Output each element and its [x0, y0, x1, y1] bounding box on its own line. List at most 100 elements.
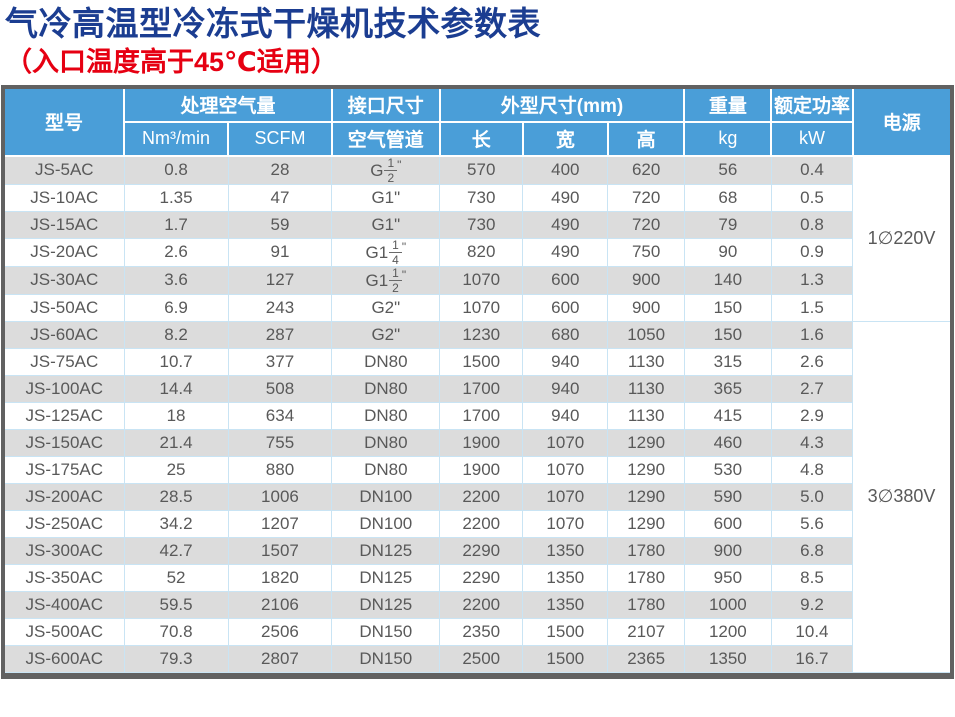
connection-cell: DN80 [331, 374, 441, 403]
weight-cell: 530 [683, 455, 772, 484]
col-header-width: 宽 [521, 120, 609, 157]
col-header-scfm: SCFM [227, 120, 333, 157]
table-row: JS-75AC 10.7 377 DN80 1500 940 1130 315 2.6 [5, 347, 950, 376]
model-cell: JS-250AC [5, 509, 125, 538]
height-cell: 1290 [607, 509, 685, 538]
model-cell: JS-20AC [5, 237, 125, 267]
model-cell: JS-300AC [5, 536, 125, 565]
height-cell: 2365 [607, 644, 685, 673]
airflow-nm3-cell: 8.2 [123, 320, 229, 349]
connection-cell: G2" [331, 320, 441, 349]
length-cell: 1500 [439, 347, 524, 376]
width-cell: 600 [522, 265, 609, 295]
weight-cell: 140 [683, 265, 772, 295]
rated-power-cell: 5.0 [770, 482, 853, 511]
table-row: JS-30AC 3.6 127 G1 1 2 " 1070 600 900 140 1.3 [5, 265, 950, 295]
connection-cell: DN125 [331, 590, 441, 619]
rated-power-cell: 0.8 [770, 210, 853, 239]
airflow-scfm-cell: 127 [227, 265, 333, 295]
length-cell: 820 [439, 237, 524, 267]
col-header-length: 长 [438, 120, 524, 157]
rated-power-cell: 5.6 [770, 509, 853, 538]
height-cell: 720 [607, 183, 685, 212]
col-header-height: 高 [606, 120, 686, 157]
width-cell: 400 [522, 155, 609, 185]
length-cell: 1900 [439, 455, 524, 484]
airflow-scfm-cell: 1507 [227, 536, 333, 565]
airflow-scfm-cell: 59 [227, 210, 333, 239]
airflow-scfm-cell: 2807 [227, 644, 333, 673]
airflow-scfm-cell: 1820 [227, 563, 333, 592]
model-cell: JS-50AC [5, 293, 125, 322]
table-row: JS-175AC 25 880 DN80 1900 1070 1290 530 4.8 [5, 455, 950, 484]
weight-cell: 315 [683, 347, 772, 376]
col-header-air-flow: 处理空气量 [123, 88, 333, 123]
airflow-nm3-cell: 52 [123, 563, 229, 592]
model-cell: JS-10AC [5, 183, 125, 212]
airflow-scfm-cell: 634 [227, 401, 333, 430]
width-cell: 940 [522, 401, 609, 430]
airflow-nm3-cell: 59.5 [123, 590, 229, 619]
weight-cell: 1200 [683, 617, 772, 646]
weight-cell: 150 [683, 293, 772, 322]
width-cell: 600 [522, 293, 609, 322]
airflow-nm3-cell: 0.8 [123, 155, 229, 185]
width-cell: 680 [522, 320, 609, 349]
weight-cell: 365 [683, 374, 772, 403]
rated-power-cell: 0.5 [770, 183, 853, 212]
airflow-scfm-cell: 28 [227, 155, 333, 185]
table-row: JS-400AC 59.5 2106 DN125 2200 1350 1780 1000 9.2 [5, 590, 950, 619]
page-title: 气冷高温型冷冻式干燥机技术参数表 [5, 5, 541, 42]
spec-table: 型号 处理空气量 接口尺寸 外型尺寸(mm) 重量 额定功率 电源 Nm³/mi… [5, 88, 950, 673]
length-cell: 570 [439, 155, 524, 185]
table-row: JS-350AC 52 1820 DN125 2290 1350 1780 950 8.5 [5, 563, 950, 592]
header-row-units: Nm³/min SCFM 空气管道 长 宽 高 kg kW [5, 120, 950, 157]
height-cell: 1050 [607, 320, 685, 349]
rated-power-cell: 1.6 [770, 320, 854, 349]
width-cell: 490 [522, 237, 609, 267]
weight-cell: 460 [683, 428, 772, 457]
width-cell: 490 [522, 183, 609, 212]
model-cell: JS-100AC [5, 374, 125, 403]
width-cell: 1350 [522, 563, 609, 592]
table-row: JS-125AC 18 634 DN80 1700 940 1130 415 2.9 [5, 401, 950, 430]
page-subtitle: （入口温度高于45℃适用） [5, 46, 338, 77]
rated-power-cell: 16.7 [770, 644, 853, 673]
power-supply-cell: 1∅220V [852, 155, 950, 322]
airflow-nm3-cell: 70.8 [123, 617, 229, 646]
airflow-scfm-cell: 243 [227, 293, 333, 322]
connection-cell: DN100 [331, 482, 441, 511]
header-row-groups: 型号 处理空气量 接口尺寸 外型尺寸(mm) 重量 额定功率 电源 [5, 88, 950, 157]
length-cell: 2500 [439, 644, 524, 673]
connection-cell: DN150 [331, 617, 441, 646]
table-row: JS-500AC 70.8 2506 DN150 2350 1500 2107 1200 10.… [5, 617, 950, 646]
connection-cell: DN150 [331, 644, 441, 673]
table-row: JS-300AC 42.7 1507 DN125 2290 1350 1780 900 6.8 [5, 536, 950, 565]
rated-power-cell: 1.3 [770, 265, 853, 295]
table-row: JS-250AC 34.2 1207 DN100 2200 1070 1290 600 5.6 [5, 509, 950, 538]
airflow-nm3-cell: 42.7 [123, 536, 229, 565]
length-cell: 1230 [439, 320, 524, 349]
width-cell: 1350 [522, 536, 609, 565]
table-row: JS-100AC 14.4 508 DN80 1700 940 1130 365 2.7 [5, 374, 950, 403]
spec-table-wrapper: 型号 处理空气量 接口尺寸 外型尺寸(mm) 重量 额定功率 电源 Nm³/mi… [1, 84, 954, 679]
airflow-nm3-cell: 1.35 [123, 183, 229, 212]
spec-table-body: JS-5AC 0.8 28 G 1 2 " 570 400 620 56 0.4 1∅220V JS-10… [5, 155, 950, 673]
col-header-dimensions: 外型尺寸(mm) [438, 88, 686, 123]
width-cell: 1070 [522, 455, 609, 484]
weight-cell: 590 [683, 482, 772, 511]
model-cell: JS-400AC [5, 590, 125, 619]
col-header-kw: kW [770, 120, 853, 157]
col-header-kg: kg [683, 120, 773, 157]
table-row: JS-200AC 28.5 1006 DN100 2200 1070 1290 590 5.0 [5, 482, 950, 511]
connection-cell: G2" [331, 293, 441, 322]
length-cell: 730 [439, 210, 524, 239]
weight-cell: 950 [683, 563, 772, 592]
airflow-scfm-cell: 2106 [227, 590, 333, 619]
rated-power-cell: 2.6 [770, 347, 853, 376]
model-cell: JS-125AC [5, 401, 125, 430]
length-cell: 1700 [439, 401, 524, 430]
table-row: JS-600AC 79.3 2807 DN150 2500 1500 2365 1350 16.… [5, 644, 950, 673]
width-cell: 940 [522, 374, 609, 403]
connection-cell: DN80 [331, 401, 441, 430]
